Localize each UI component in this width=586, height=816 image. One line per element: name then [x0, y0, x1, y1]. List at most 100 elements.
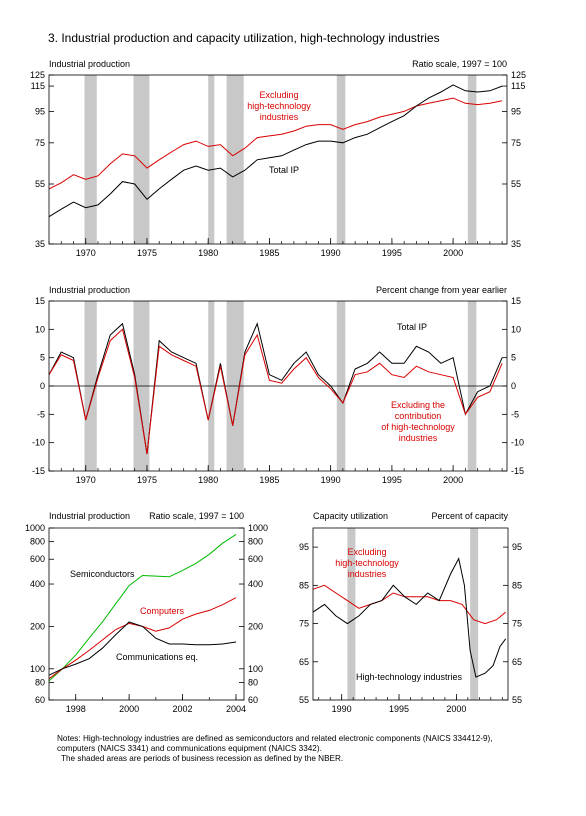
y-tick-label-left: 35	[35, 239, 45, 249]
series-label: Excluding high-technology industries	[335, 547, 399, 579]
y-tick-label-right: 400	[248, 579, 263, 589]
x-tick-label: 2002	[173, 704, 193, 714]
y-tick-label-left: 85	[299, 580, 309, 590]
y-tick-label-right: 115	[511, 81, 525, 91]
y-tick-label-left: 800	[30, 537, 45, 547]
recession-shading	[84, 75, 97, 244]
y-tick-label-right: 100	[248, 664, 263, 674]
y-tick-label-left: 100	[30, 664, 45, 674]
y-tick-label-right: 35	[511, 239, 521, 249]
y-tick-label-right: 95	[512, 542, 522, 552]
y-tick-label-left: 0	[40, 381, 45, 391]
x-tick-label: 1985	[259, 248, 279, 258]
y-tick-label-right: 60	[248, 695, 258, 705]
y-tick-label-right: -5	[511, 409, 519, 419]
x-tick-label: 1995	[382, 475, 402, 485]
y-tick-label-right: 0	[511, 381, 516, 391]
x-tick-label: 1970	[76, 475, 96, 485]
y-tick-label-left: 600	[30, 554, 45, 564]
notes-line: The shaded areas are periods of business…	[61, 754, 344, 763]
x-tick-label: 1990	[321, 475, 341, 485]
y-tick-label-right: 15	[511, 296, 521, 306]
recession-shading	[470, 528, 479, 700]
y-tick-label-right: -15	[511, 466, 524, 476]
plot-frame	[48, 74, 508, 245]
y-tick-label-right: 10	[511, 324, 521, 334]
y-tick-label-left: 10	[35, 324, 45, 334]
x-tick-label: 1970	[76, 248, 96, 258]
y-tick-label-right: 75	[512, 619, 522, 629]
x-tick-label: 1998	[66, 704, 86, 714]
y-tick-label-right: 800	[248, 537, 263, 547]
notes: Notes: High-technology industries are de…	[57, 734, 577, 764]
y-tick-label-right: 55	[512, 695, 522, 705]
y-tick-label-right: 55	[511, 179, 521, 189]
panel-left-label: Industrial production	[49, 59, 130, 69]
y-tick-label-left: 125	[30, 70, 45, 80]
y-tick-label-right: 80	[248, 677, 258, 687]
y-tick-label-left: 200	[30, 621, 45, 631]
y-tick-label-left: 55	[35, 179, 45, 189]
figure-title: 3. Industrial production and capacity ut…	[48, 31, 440, 45]
x-tick-label: 2000	[119, 704, 139, 714]
x-tick-label: 1980	[198, 248, 218, 258]
x-tick-label: 1985	[259, 475, 279, 485]
series-label: Total IP	[269, 165, 299, 175]
panel-right-label: Ratio scale, 1997 = 100	[412, 59, 507, 69]
y-tick-label-left: 55	[299, 695, 309, 705]
x-tick-label: 2000	[446, 704, 466, 714]
x-tick-label: 2000	[443, 248, 463, 258]
notes-line: computers (NAICS 3341) and communication…	[57, 744, 322, 753]
series-label: Excluding high-technology industries	[247, 90, 311, 122]
y-tick-label-left: 15	[35, 296, 45, 306]
y-tick-label-left: 1000	[25, 523, 45, 533]
y-tick-label-left: 60	[35, 695, 45, 705]
y-tick-label-right: 1000	[248, 523, 268, 533]
series-line-excluding-high-technology-industries	[48, 97, 503, 190]
y-tick-label-right: 85	[512, 580, 522, 590]
y-tick-label-left: 95	[299, 542, 309, 552]
y-tick-label-right: 5	[511, 353, 516, 363]
y-tick-label-right: 65	[512, 657, 522, 667]
recession-shading	[347, 528, 356, 700]
x-tick-label: 1975	[137, 475, 157, 485]
y-tick-label-left: 65	[299, 657, 309, 667]
panel-left-label: Capacity utilization	[313, 511, 388, 521]
y-tick-label-left: 80	[35, 677, 45, 687]
series-line-semiconductors	[48, 533, 237, 682]
y-tick-label-left: 5	[40, 353, 45, 363]
x-tick-label: 1995	[382, 248, 402, 258]
capacity-utilization-panel: 55 55 65 65 75 75 85 85 95 95 1990 1995 2000 Capacity…	[299, 511, 522, 714]
panel-left-label: Industrial production	[49, 285, 130, 295]
y-tick-label-right: -10	[511, 438, 524, 448]
notes-line: Notes: High-technology industries are de…	[57, 734, 493, 743]
series-line-excluding-the-contribution-of-high-technology-industries	[48, 328, 503, 455]
panel-right-label: Percent of capacity	[431, 511, 508, 521]
y-tick-label-right: 75	[511, 138, 521, 148]
x-tick-label: 2000	[443, 475, 463, 485]
y-tick-label-left: 75	[35, 138, 45, 148]
y-tick-label-right: 600	[248, 554, 263, 564]
recession-shading	[226, 75, 244, 244]
x-tick-label: 1990	[332, 704, 352, 714]
series-line-communications-eq-	[48, 621, 237, 676]
panel-right-label: Ratio scale, 1997 = 100	[149, 511, 244, 521]
plot-frame	[48, 527, 245, 701]
hightech-ip-panel: 60 60 80 80 100 100 200 200 400 400 600 600 800 800 10…	[25, 511, 268, 714]
y-tick-label-right: 95	[511, 106, 521, 116]
series-line-total-ip	[48, 322, 503, 455]
recession-shading	[133, 75, 150, 244]
y-tick-label-left: -10	[32, 438, 45, 448]
series-label: Semiconductors	[70, 569, 135, 579]
y-tick-label-left: 115	[31, 81, 45, 91]
y-tick-label-left: 95	[35, 106, 45, 116]
series-line-high-technology-industries	[312, 557, 507, 678]
y-tick-label-right: 200	[248, 621, 263, 631]
x-tick-label: 1975	[137, 248, 157, 258]
recession-shading	[467, 75, 477, 244]
panel-right-label: Percent change from year earlier	[376, 285, 507, 295]
series-label: Excluding the contribution of high-technol…	[381, 400, 455, 443]
y-tick-label-right: 125	[511, 70, 526, 80]
series-line-excluding-high-technology-industries	[312, 584, 507, 625]
